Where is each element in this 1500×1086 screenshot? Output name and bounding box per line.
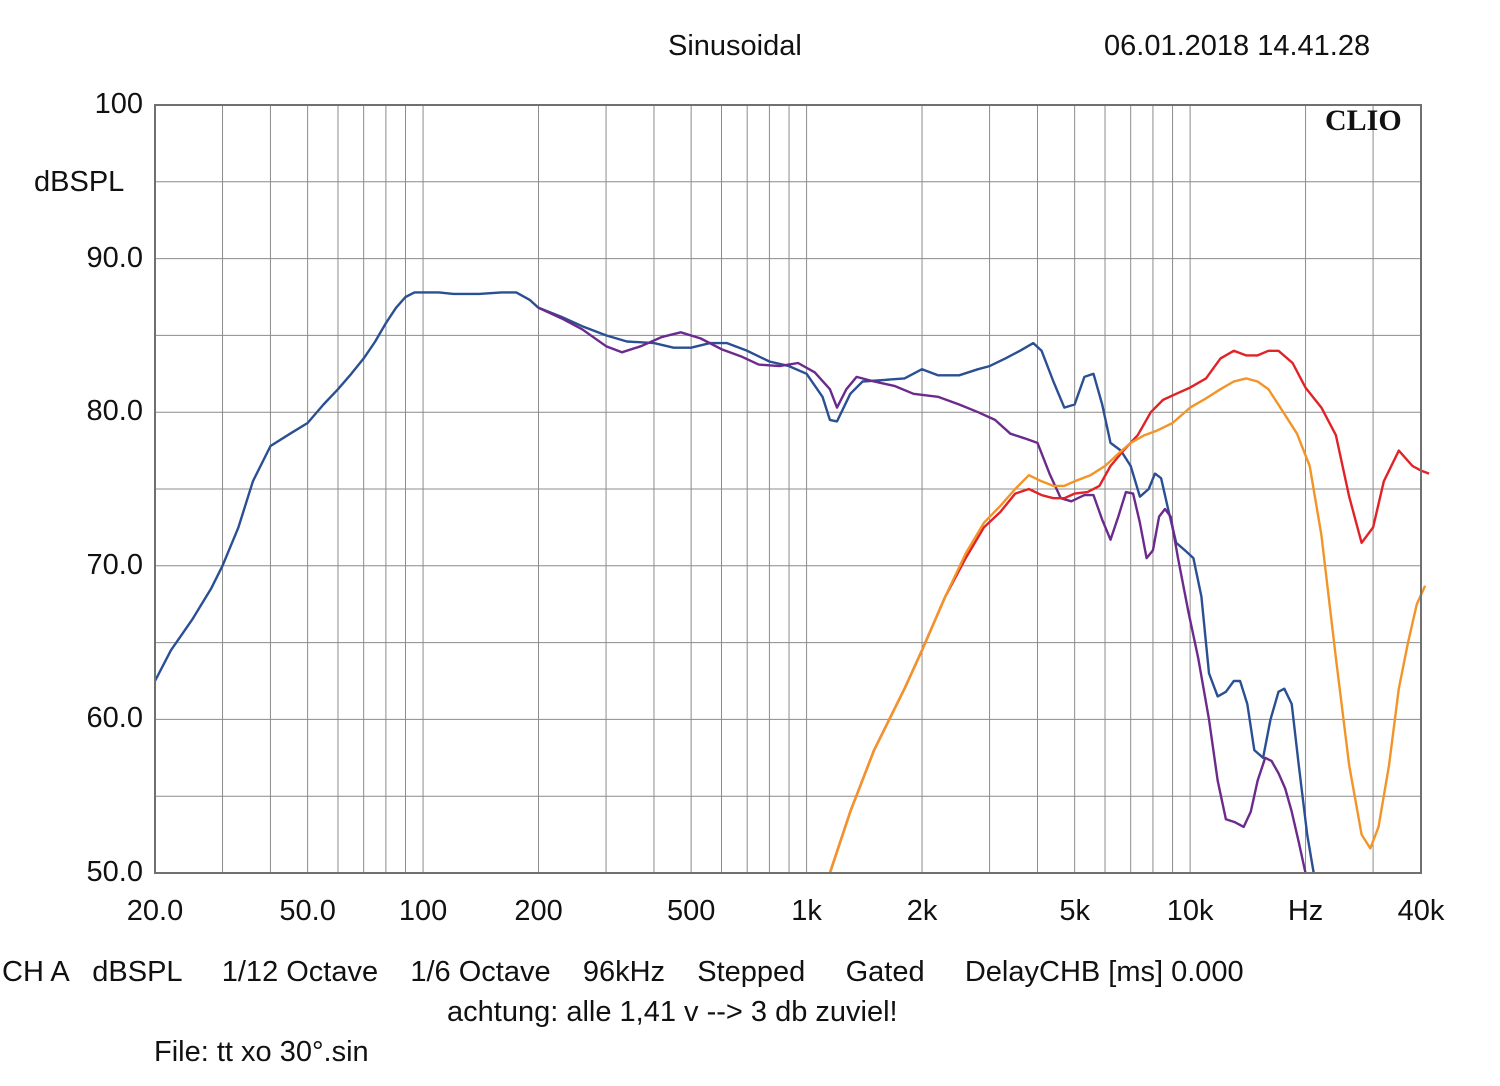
series-purple-line	[537, 306, 1307, 874]
chart-title: Sinusoidal	[668, 30, 802, 62]
x-tick-label: 20.0	[126, 895, 184, 927]
y-tick-label: 80.0	[86, 395, 143, 428]
y-axis-label: dBSPL	[34, 166, 125, 198]
footer-settings: CH A dBSPL 1/12 Octave 1/6 Octave 96kHz …	[2, 956, 1244, 988]
x-tick-label: 40k	[1397, 895, 1445, 927]
x-tick-label: 1k	[791, 895, 822, 927]
x-tick-label: Hz	[1287, 895, 1324, 927]
y-tick-label: 90.0	[86, 241, 143, 274]
timestamp: 06.01.2018 14.41.28	[1104, 30, 1371, 62]
footer-file: File: tt xo 30°.sin	[154, 1036, 369, 1068]
clio-logo: CLIO	[1325, 104, 1402, 137]
y-tick-label: 100	[94, 88, 143, 120]
plot-frame	[154, 104, 1422, 874]
y-tick-label: 50.0	[86, 856, 143, 888]
x-tick-label: 5k	[1059, 895, 1090, 927]
x-tick-label: 200	[514, 895, 563, 927]
footer-note: achtung: alle 1,41 v --> 3 db zuviel!	[447, 996, 898, 1028]
chart-grid	[155, 105, 1421, 873]
series-orange-line	[828, 377, 1427, 874]
series-blue-line	[153, 291, 1315, 874]
x-tick-label: 2k	[906, 895, 938, 927]
y-tick-label: 70.0	[86, 548, 143, 581]
x-tick-label: 500	[666, 895, 716, 927]
x-tick-label: 50.0	[279, 895, 336, 927]
x-tick-label: 10k	[1166, 895, 1214, 927]
series-red-line	[828, 349, 1430, 874]
x-tick-label: 100	[398, 895, 448, 927]
chart-series	[153, 291, 1430, 874]
y-tick-label: 60.0	[86, 702, 143, 735]
